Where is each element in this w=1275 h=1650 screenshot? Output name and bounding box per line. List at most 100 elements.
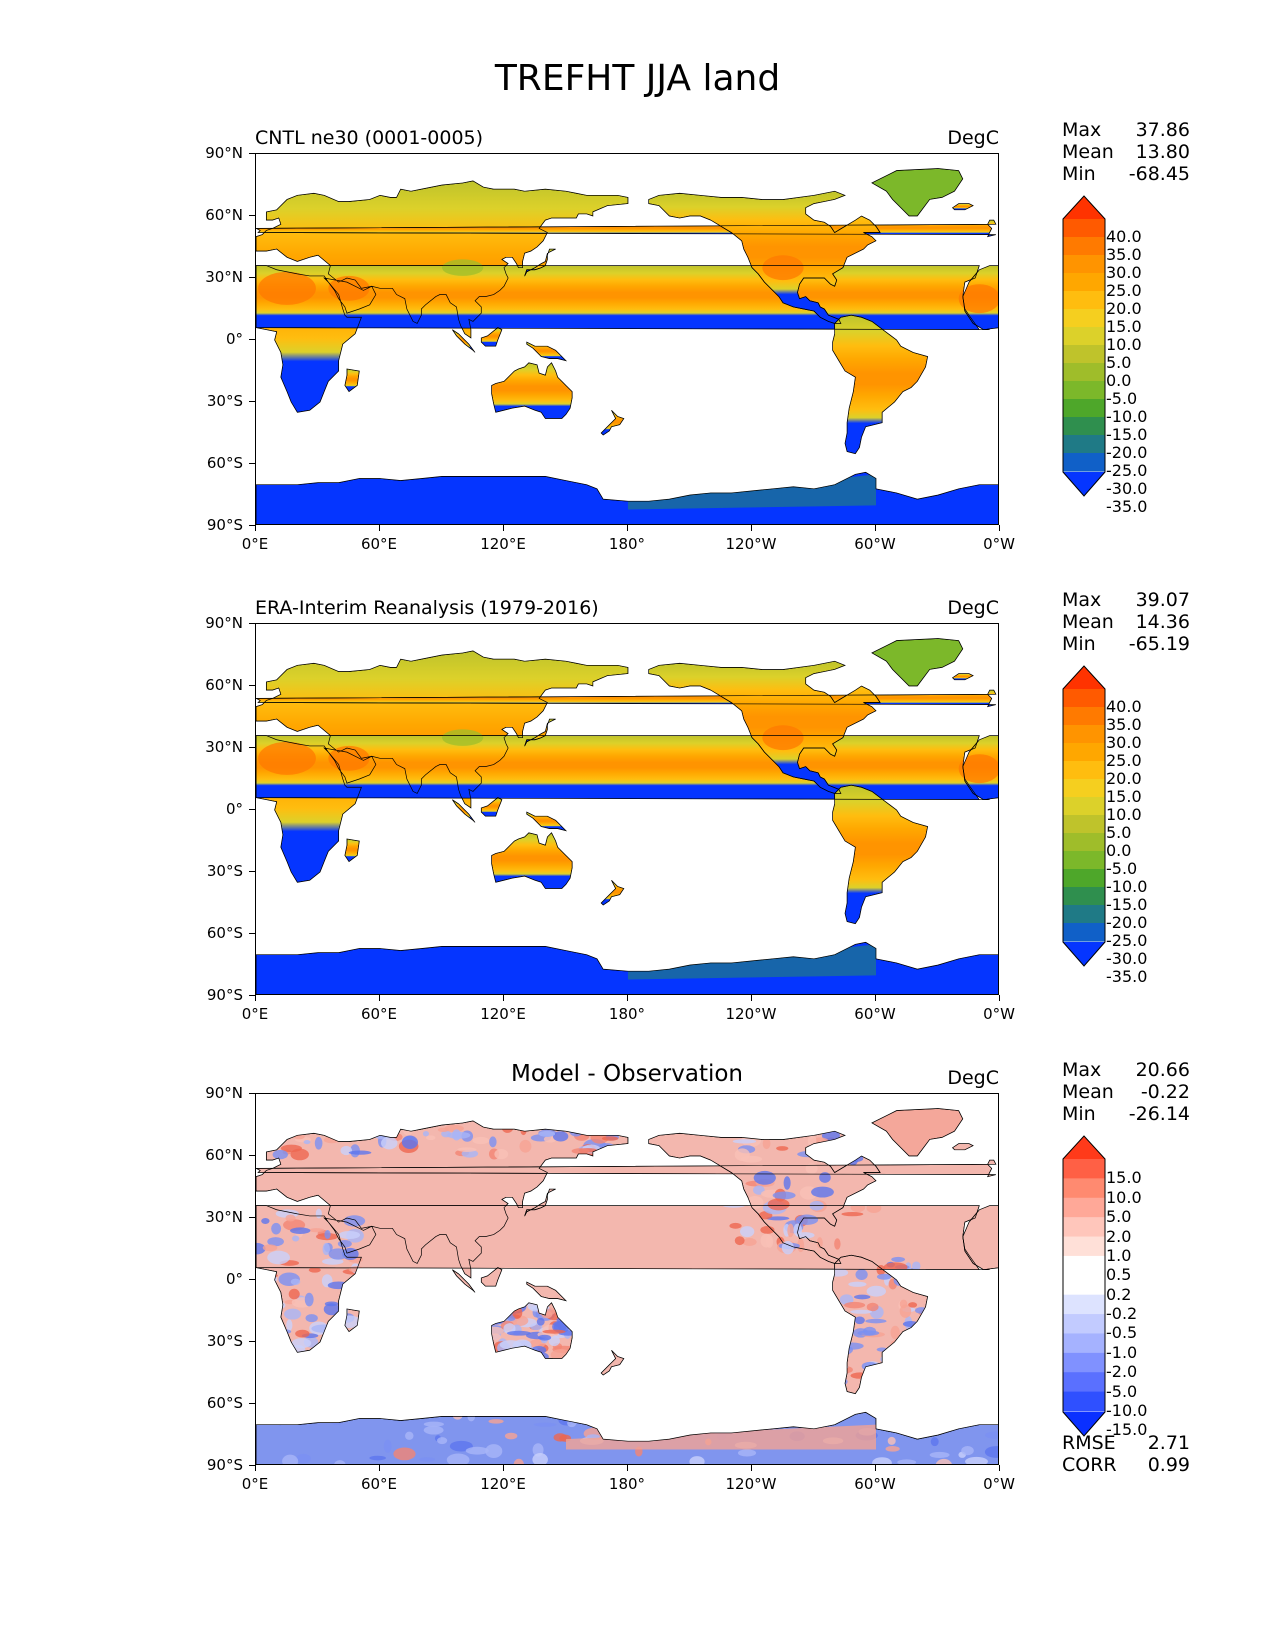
x-tick-mark [379, 1465, 381, 1471]
field-patch [819, 1172, 831, 1183]
x-tick-mark [379, 525, 381, 531]
field-patch [566, 1424, 876, 1450]
field-patch [348, 1150, 372, 1155]
coastline-indonesia1 [452, 799, 476, 823]
y-tick-mark [249, 685, 255, 687]
field-patch [692, 1418, 707, 1431]
field-patch [383, 1439, 392, 1453]
field-patch [446, 1453, 470, 1464]
coastlines [256, 168, 998, 524]
colorbar-tick-label: -15.0 [1106, 1420, 1148, 1440]
colorbar-tick-label: -10.0 [1106, 407, 1148, 426]
field-patch [848, 1281, 867, 1287]
stats-min-label: Min [1062, 163, 1096, 185]
field-patch [330, 1417, 343, 1426]
field-patch [323, 1136, 341, 1144]
field-patch [883, 1262, 908, 1273]
colorbar-tick-label: 25.0 [1106, 751, 1142, 770]
y-tick-label: 90°S [206, 516, 243, 534]
field-patch [805, 1163, 818, 1174]
field-patch [811, 1186, 834, 1198]
field-patch [676, 1417, 687, 1428]
coastline-africaWrap [962, 265, 998, 331]
field-patch [863, 1326, 877, 1336]
field-patch [263, 1129, 276, 1136]
stats-max-value: 20.66 [1135, 1059, 1190, 1081]
field-patch [504, 1432, 518, 1440]
field-patch [295, 1329, 310, 1338]
field-patch [601, 1136, 619, 1141]
colorbar-swatch [1063, 743, 1105, 762]
field-patch [787, 1223, 794, 1238]
field-patch [628, 474, 876, 510]
field-patch [795, 1214, 819, 1225]
colorbar-swatch [1063, 219, 1105, 238]
field-patch [256, 1312, 278, 1317]
field-patch [826, 1145, 837, 1159]
colorbar-extend-bottom [1063, 1412, 1105, 1436]
stats-block: Max 20.66 Mean -0.22 Min -26.14 [1062, 1059, 1190, 1125]
colorbar-swatch [1063, 833, 1105, 852]
field-patch [985, 1431, 998, 1439]
colorbar-swatch [1063, 1352, 1105, 1373]
colorbar-swatch [1063, 689, 1105, 708]
field-patch [870, 1365, 895, 1375]
coastline-gb [256, 1159, 997, 1178]
field-patch [530, 1351, 542, 1357]
stats-mean-label: Mean [1062, 611, 1114, 633]
field-patch [405, 1431, 414, 1440]
coastline-australia [491, 832, 573, 889]
colorbar-tick-label: -10.0 [1106, 1401, 1148, 1420]
colorbar-tick-label: 15.0 [1106, 317, 1142, 336]
field-patch [858, 1147, 871, 1155]
coastline-madagascar [344, 838, 360, 863]
map-plot-area [255, 153, 999, 525]
field-patch [258, 271, 316, 305]
x-tick-label: 0°W [983, 1475, 1015, 1493]
x-tick-mark [999, 525, 1001, 531]
stats-min-value: -26.14 [1128, 1103, 1190, 1125]
field-patch [689, 1456, 705, 1464]
x-tick-mark [627, 525, 629, 531]
field-patch [369, 1455, 386, 1461]
coastline-namerica [648, 1130, 881, 1264]
coastline-samerica [832, 784, 929, 925]
field-patch [472, 1136, 490, 1145]
field-patch [915, 1268, 930, 1281]
map-plot-area [255, 1093, 999, 1465]
field-patch [508, 1353, 530, 1360]
field-patch [737, 1449, 757, 1457]
map-plot-area [255, 623, 999, 995]
field-patch [257, 1122, 278, 1131]
colorbar-tick-label: 35.0 [1106, 245, 1142, 264]
field-patch [446, 1131, 471, 1139]
land-antarctica [256, 1411, 998, 1464]
stats-rmse-label: RMSE [1062, 1432, 1116, 1454]
land-greenland [871, 168, 964, 217]
colorbar-tick-label: 25.0 [1106, 281, 1142, 300]
land-antarctica [256, 471, 998, 524]
field-patch [256, 1242, 266, 1255]
stats-max: Max 37.86 [1062, 119, 1190, 141]
field-patch [834, 1238, 841, 1250]
coastline-gb [256, 689, 997, 708]
field-patch [891, 1256, 906, 1262]
colorbar-tick-label: 1.0 [1106, 1245, 1132, 1265]
field-patch [267, 1237, 284, 1247]
stats-corr-label: CORR [1062, 1454, 1117, 1476]
coastline-iceland [951, 1143, 974, 1151]
field-patch [560, 1308, 574, 1317]
coastlines [256, 1108, 998, 1464]
field-patch [844, 1132, 854, 1142]
y-tick-label: 60°S [206, 454, 243, 472]
field-patch [292, 1235, 300, 1242]
stats-max: Max 20.66 [1062, 1059, 1190, 1081]
field-patch [930, 1437, 939, 1447]
coastline-indonesia1 [452, 329, 476, 353]
colorbar-swatch [1063, 1197, 1105, 1218]
coastline-greenland [871, 638, 964, 687]
colorbar-tick-label: 0.0 [1106, 841, 1132, 860]
stats-mean-value: 13.80 [1135, 141, 1190, 163]
coastline-indonesia2 [480, 1267, 503, 1287]
land-greenland [871, 638, 964, 687]
